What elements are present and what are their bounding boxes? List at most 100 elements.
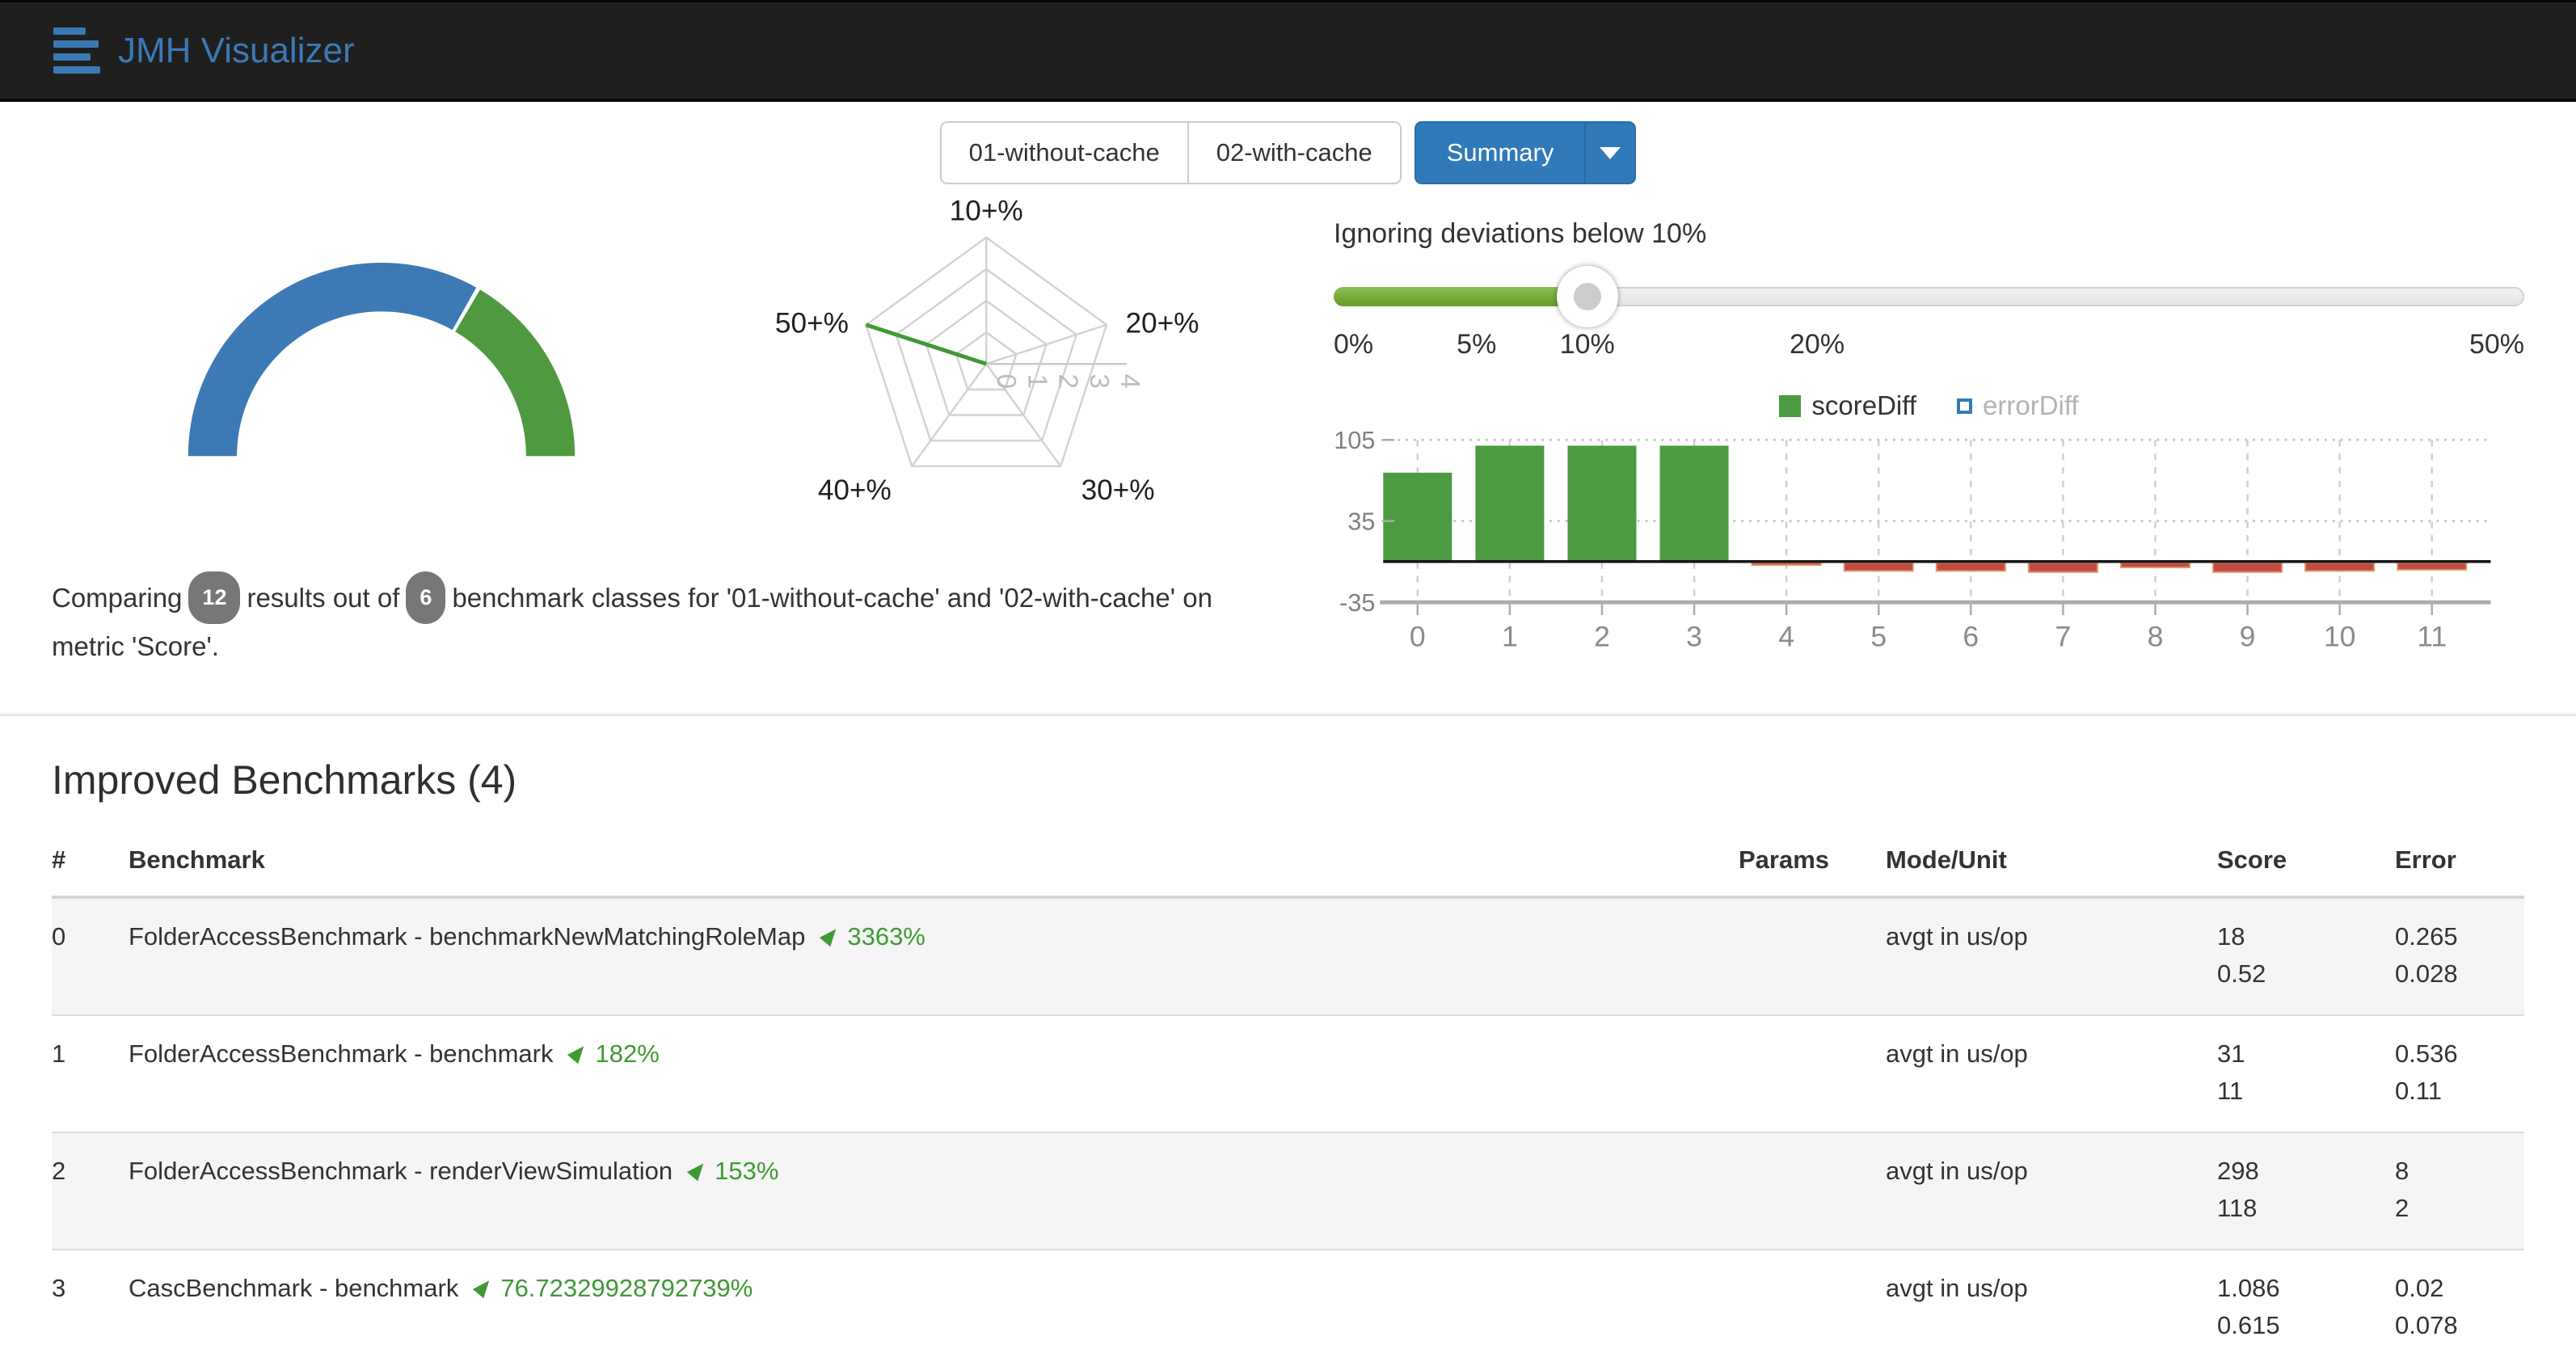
summary-text-part: Comparing bbox=[52, 583, 183, 613]
benchmark-name: FolderAccessBenchmark - benchmark bbox=[129, 1039, 554, 1068]
section-divider bbox=[0, 714, 2576, 716]
score-diff-bar-negative bbox=[2212, 562, 2283, 573]
error-line: 0.02 bbox=[2395, 1274, 2444, 1302]
table-row[interactable]: 3 CascBenchmark - benchmark 76.72329928792… bbox=[52, 1249, 2524, 1366]
y-tick-label: 35 bbox=[1347, 508, 1375, 535]
benchmark-cell[interactable]: FolderAccessBenchmark - benchmark 182% bbox=[129, 1014, 1587, 1132]
error-line: 0.11 bbox=[2395, 1077, 2443, 1105]
x-tick-label: 1 bbox=[1502, 621, 1518, 653]
gauge-chart bbox=[52, 194, 768, 554]
trend-up-icon bbox=[473, 1280, 490, 1299]
summary-text-part: results out of bbox=[247, 583, 400, 613]
summary-text-part: benchmark classes for '01-without-cache'… bbox=[52, 583, 1212, 661]
radar-data-line bbox=[865, 323, 987, 366]
score-diff-bar bbox=[1475, 445, 1545, 562]
score-line: 0.615 bbox=[2217, 1311, 2280, 1339]
row-index: 0 bbox=[52, 896, 129, 1015]
radar-axis-tick: 2 bbox=[1053, 373, 1083, 388]
brand-link[interactable]: JMH Visualizer bbox=[53, 27, 355, 74]
benchmark-name: CascBenchmark - benchmark bbox=[129, 1274, 459, 1302]
trend-up-icon bbox=[567, 1046, 584, 1065]
score-diff-bar bbox=[1567, 445, 1637, 562]
score-line: 298 bbox=[2217, 1157, 2259, 1185]
navbar: JMH Visualizer bbox=[0, 0, 2576, 102]
run-button-group: 01-without-cache 02-with-cache bbox=[939, 121, 1402, 184]
brand-title: JMH Visualizer bbox=[118, 30, 355, 70]
score-line: 18 bbox=[2217, 922, 2245, 951]
benchmark-cell[interactable]: FolderAccessBenchmark - renderViewSimula… bbox=[129, 1132, 1587, 1250]
radar-axis-tick: 3 bbox=[1084, 373, 1114, 388]
chart-legend: scoreDiff errorDiff bbox=[1334, 390, 2524, 421]
error-line: 0.265 bbox=[2395, 922, 2458, 951]
run-tab-02-with-cache[interactable]: 02-with-cache bbox=[1187, 121, 1402, 184]
score-diff-bar-negative bbox=[2027, 562, 2098, 573]
score-cell: 298 118 bbox=[2148, 1132, 2330, 1250]
dashboard: 0 1 2 3 4 10+% 20+% 30+% 40+% 50+% Ignoring devia… bbox=[0, 184, 2576, 668]
table-row[interactable]: 1 FolderAccessBenchmark - benchmark 182% av… bbox=[52, 1014, 2524, 1132]
col-header-benchmark: Benchmark bbox=[129, 831, 1587, 899]
mode-unit-cell: avgt in us/op bbox=[1829, 1132, 2148, 1250]
radar-axis-label: 50+% bbox=[775, 308, 849, 339]
x-tick-label: 4 bbox=[1778, 621, 1794, 653]
row-index: 3 bbox=[52, 1249, 129, 1366]
jmh-logo-icon bbox=[53, 27, 100, 74]
trend-up-icon bbox=[820, 929, 837, 947]
x-tick-label: 3 bbox=[1686, 621, 1702, 653]
slider-tick-5%: 5% bbox=[1457, 329, 1497, 360]
score-cell: 1.086 0.615 bbox=[2148, 1249, 2330, 1366]
benchmark-cell[interactable]: FolderAccessBenchmark - benchmarkNewMatc… bbox=[129, 896, 1587, 1015]
score-diff-bar-negative bbox=[2119, 562, 2190, 568]
benchmark-cell[interactable]: CascBenchmark - benchmark 76.723299287927… bbox=[129, 1249, 1587, 1366]
run-toolbar: 01-without-cache 02-with-cache Summary bbox=[0, 121, 2576, 184]
errordiff-swatch-icon bbox=[1957, 398, 1973, 414]
x-tick-label: 5 bbox=[1870, 621, 1887, 653]
error-line: 0.536 bbox=[2395, 1039, 2458, 1068]
gauge-svg bbox=[188, 263, 575, 457]
slider-tick-10%: 10% bbox=[1559, 329, 1615, 360]
summary-button[interactable]: Summary bbox=[1414, 121, 1587, 184]
summary-dropdown-toggle[interactable] bbox=[1584, 121, 1637, 184]
run-tab-01-without-cache[interactable]: 01-without-cache bbox=[939, 121, 1189, 184]
col-header-error: Error bbox=[2330, 831, 2524, 899]
slider-fill bbox=[1334, 287, 1587, 306]
score-diff-bar-negative bbox=[2397, 562, 2468, 571]
score-cell: 31 11 bbox=[2148, 1014, 2330, 1132]
slider-tick-50%: 50% bbox=[2468, 329, 2524, 360]
x-tick-label: 10 bbox=[2324, 621, 2356, 653]
table-row[interactable]: 0 FolderAccessBenchmark - benchmarkNewMat… bbox=[52, 896, 2524, 1015]
col-header-score: Score bbox=[2148, 831, 2330, 899]
improvement-percent: 76.72329928792739% bbox=[500, 1274, 753, 1302]
legend-item-errordiff[interactable]: errorDiff bbox=[1957, 390, 2079, 421]
score-diff-bar-negative bbox=[1751, 562, 1822, 567]
error-cell: 0.265 0.028 bbox=[2330, 896, 2524, 1015]
legend-label: errorDiff bbox=[1983, 390, 2079, 420]
scorediff-swatch-icon bbox=[1779, 394, 1802, 417]
gauge-slice-other-results bbox=[188, 263, 477, 457]
deviation-slider bbox=[1334, 266, 2524, 327]
error-cell: 0.536 0.11 bbox=[2330, 1014, 2524, 1132]
benchmark-table: # Benchmark Params Mode/Unit Score Error… bbox=[52, 831, 2524, 1366]
legend-item-scorediff[interactable]: scoreDiff bbox=[1779, 390, 1916, 421]
radar-ring bbox=[955, 331, 1018, 391]
x-tick-label: 6 bbox=[1963, 621, 1979, 653]
params-cell bbox=[1587, 1014, 1829, 1132]
col-header-params: Params bbox=[1587, 831, 1829, 899]
table-row[interactable]: 2 FolderAccessBenchmark - renderViewSimul… bbox=[52, 1132, 2524, 1250]
slider-tick-0%: 0% bbox=[1334, 329, 1374, 360]
slider-handle[interactable] bbox=[1556, 266, 1618, 327]
mode-unit-cell: avgt in us/op bbox=[1829, 1014, 2148, 1132]
slider-tick-labels: 0% 5% 10% 20% 50% bbox=[1334, 329, 2524, 366]
x-tick-label: 11 bbox=[2417, 621, 2447, 653]
improvement-percent: 153% bbox=[715, 1157, 779, 1185]
params-cell bbox=[1587, 1132, 1829, 1250]
col-header-index: # bbox=[52, 831, 129, 899]
mode-unit-cell: avgt in us/op bbox=[1829, 1249, 2148, 1366]
radar-axis-tick: 0 bbox=[991, 373, 1021, 388]
comparison-summary: Comparing 12 results out of 6 benchmark clas… bbox=[52, 571, 1272, 668]
radar-axis-label: 40+% bbox=[818, 474, 892, 506]
deviation-panel: Ignoring deviations below 10% 0% 5% 10% 20%… bbox=[1334, 194, 2524, 668]
score-diff-bar-negative bbox=[2304, 562, 2376, 572]
error-line: 8 bbox=[2395, 1157, 2409, 1185]
radar-axis-label: 10+% bbox=[950, 195, 1023, 226]
y-tick-label: -35 bbox=[1339, 589, 1375, 617]
